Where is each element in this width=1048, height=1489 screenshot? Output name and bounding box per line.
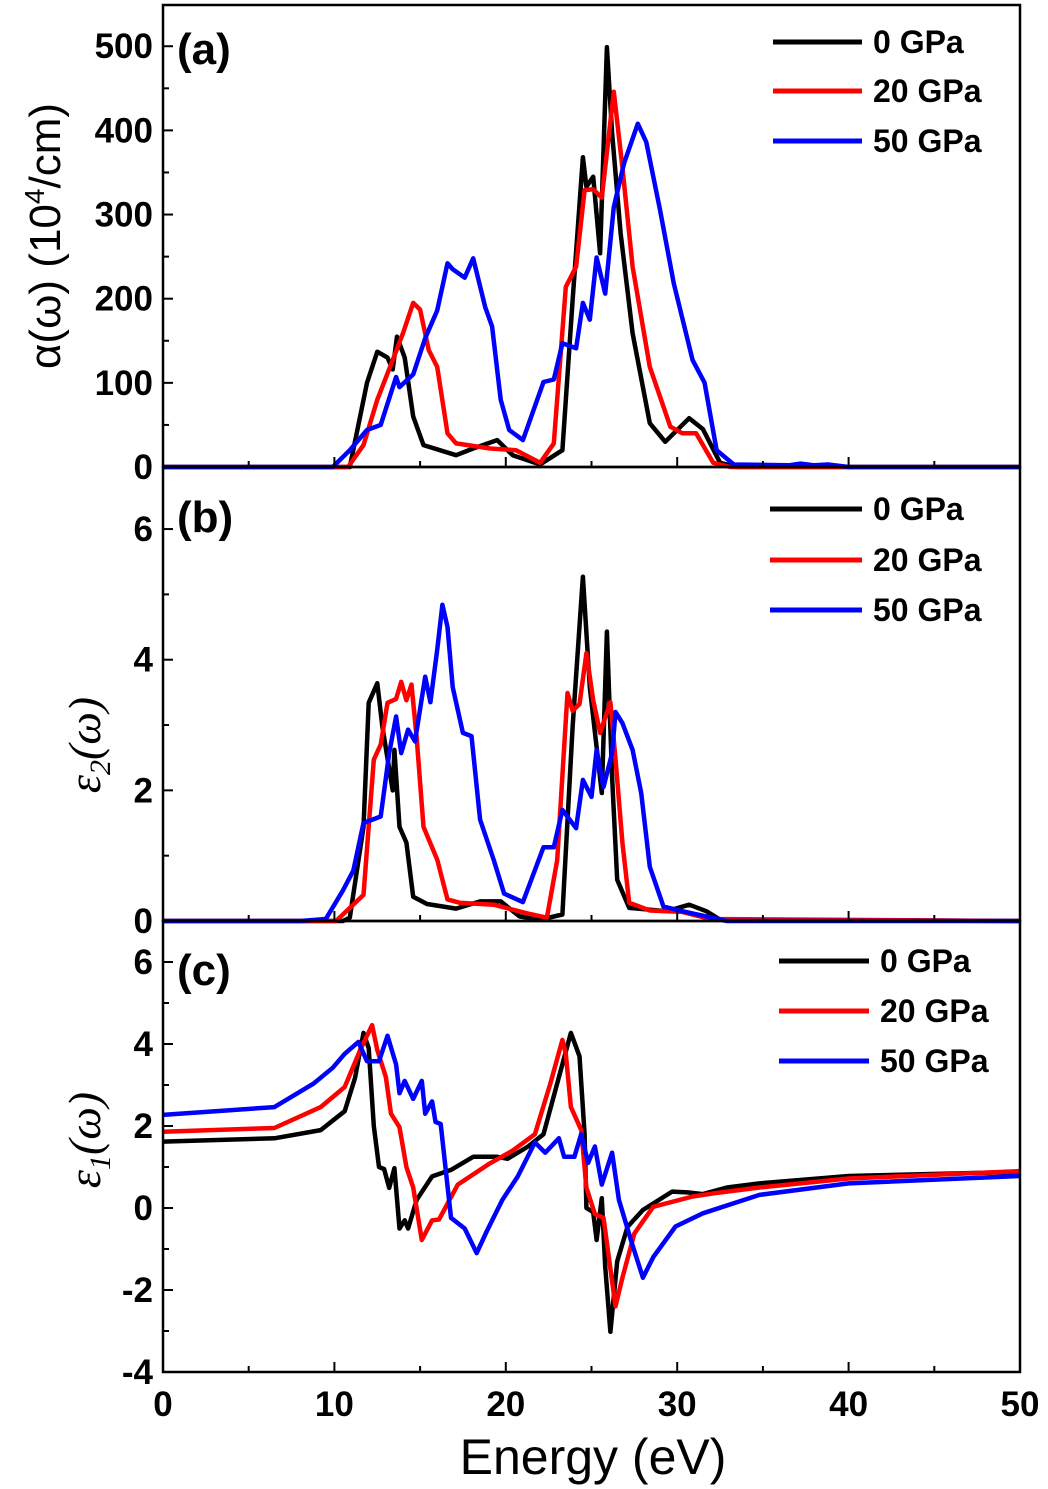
y-axis-label-main: ε bbox=[59, 1169, 110, 1188]
series-line-0-gpa bbox=[162, 1030, 1021, 1335]
series-line-0-gpa bbox=[163, 44, 1020, 470]
y-axis-label: ε2(ω) bbox=[59, 697, 117, 793]
y-axis-label-subscript: 1 bbox=[84, 1155, 117, 1170]
x-tick-label: 0 bbox=[153, 1385, 172, 1424]
series-line-50-gpa bbox=[163, 602, 1020, 924]
y-tick-label: -2 bbox=[122, 1271, 153, 1310]
legend-label: 0 GPa bbox=[873, 24, 964, 60]
series-line-20-gpa bbox=[163, 650, 1021, 924]
plot-frame bbox=[161, 919, 1022, 1374]
legend-label: 0 GPa bbox=[880, 943, 971, 979]
y-tick-label: 0 bbox=[134, 902, 153, 941]
y-tick-label: 500 bbox=[95, 27, 153, 66]
y-tick-label: 300 bbox=[95, 196, 153, 235]
y-tick-label: 6 bbox=[134, 510, 153, 549]
legend-label: 50 GPa bbox=[873, 123, 982, 159]
y-tick-label: 0 bbox=[134, 448, 153, 487]
y-axis-label-superscript: 4 bbox=[19, 189, 50, 205]
legend-label: 50 GPa bbox=[880, 1043, 989, 1079]
panel-label: (c) bbox=[177, 946, 231, 995]
legend-label: 20 GPa bbox=[873, 73, 982, 109]
y-tick-label: 6 bbox=[134, 943, 153, 982]
panel-a: 0 100 200 300 400 500 (a) 0 GPa 20 GPa 50 GPa α(ω)… bbox=[19, 3, 1022, 487]
y-tick-label: 2 bbox=[134, 771, 153, 810]
x-tick-label: 10 bbox=[315, 1385, 354, 1424]
y-tick-label: 4 bbox=[134, 1025, 154, 1064]
x-tick-label: 40 bbox=[829, 1385, 868, 1424]
legend-label: 0 GPa bbox=[873, 491, 964, 527]
y-axis-label-main: ε bbox=[59, 774, 110, 793]
series-line-20-gpa bbox=[162, 1022, 1021, 1309]
y-axis-label: ε1(ω) bbox=[59, 1092, 117, 1188]
y-tick-label: -4 bbox=[122, 1353, 154, 1392]
y-axis-label-tail: (ω) bbox=[59, 1092, 110, 1155]
panel-label: (b) bbox=[177, 493, 233, 542]
x-tick-label: 30 bbox=[658, 1385, 697, 1424]
x-tick-label: 20 bbox=[486, 1385, 525, 1424]
y-axis-label: α(ω) (104/cm) bbox=[19, 103, 70, 369]
y-axis-label-tail: (ω) bbox=[59, 697, 110, 760]
panel-label: (a) bbox=[177, 25, 231, 74]
y-tick-label: 100 bbox=[95, 364, 153, 403]
y-axis-label-main: α(ω) (10 bbox=[21, 204, 70, 369]
series-line-50-gpa bbox=[163, 121, 1020, 470]
y-tick-label: 4 bbox=[134, 641, 154, 680]
y-tick-label: 0 bbox=[134, 1189, 153, 1228]
series-line-0-gpa bbox=[163, 574, 1021, 924]
x-tick-label: 50 bbox=[1001, 1385, 1040, 1424]
panel-c: -4 -2 0 2 4 6 (c) 0 GPa 20 GPa 50 GPa ε1(ω) 0 10 20 30… bbox=[59, 919, 1040, 1485]
y-tick-label: 200 bbox=[95, 280, 153, 319]
legend-label: 20 GPa bbox=[880, 993, 989, 1029]
y-tick-label: 2 bbox=[134, 1107, 153, 1146]
legend-label: 20 GPa bbox=[873, 542, 982, 578]
series-line-20-gpa bbox=[163, 89, 1020, 470]
y-tick-label: 400 bbox=[95, 111, 153, 150]
x-axis-title: Energy (eV) bbox=[460, 1429, 727, 1485]
legend-label: 50 GPa bbox=[873, 592, 982, 628]
y-axis-label-subscript: 2 bbox=[84, 760, 117, 775]
y-axis-label-tail: /cm) bbox=[21, 103, 70, 189]
series-line-50-gpa bbox=[162, 1033, 1021, 1280]
